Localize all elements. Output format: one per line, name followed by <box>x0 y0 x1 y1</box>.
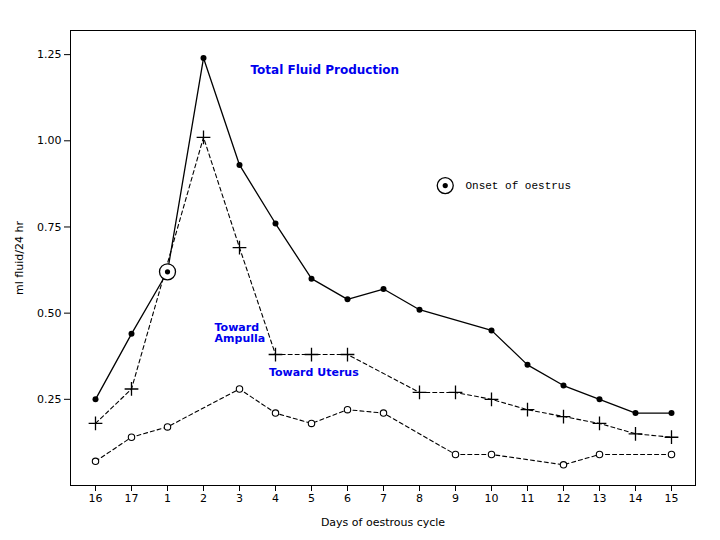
svg-text:15: 15 <box>665 492 679 505</box>
svg-text:11: 11 <box>521 492 535 505</box>
svg-text:17: 17 <box>125 492 139 505</box>
svg-text:Toward Uterus: Toward Uterus <box>269 366 359 379</box>
svg-text:Total Fluid Production: Total Fluid Production <box>251 62 400 76</box>
svg-text:8: 8 <box>416 492 423 505</box>
svg-text:10: 10 <box>485 492 499 505</box>
svg-text:2: 2 <box>200 492 207 505</box>
svg-text:7: 7 <box>380 492 387 505</box>
svg-text:Days of oestrous cycle: Days of oestrous cycle <box>321 516 445 529</box>
svg-text:1.25: 1.25 <box>37 48 62 61</box>
svg-text:1.00: 1.00 <box>37 134 62 147</box>
svg-text:6: 6 <box>344 492 351 505</box>
svg-text:14: 14 <box>629 492 643 505</box>
svg-text:5: 5 <box>308 492 315 505</box>
svg-text:1: 1 <box>164 492 171 505</box>
svg-text:3: 3 <box>236 492 243 505</box>
svg-text:13: 13 <box>593 492 607 505</box>
svg-text:TowardAmpulla: TowardAmpulla <box>215 321 266 345</box>
svg-text:16: 16 <box>89 492 103 505</box>
svg-text:0.50: 0.50 <box>37 307 62 320</box>
svg-text:0.75: 0.75 <box>37 220 62 233</box>
svg-text:ml fluid/24 hr: ml fluid/24 hr <box>13 221 26 295</box>
svg-text:0.25: 0.25 <box>37 393 62 406</box>
svg-text:9: 9 <box>452 492 459 505</box>
svg-text:4: 4 <box>272 492 279 505</box>
svg-text:Onset of oestrus: Onset of oestrus <box>465 180 571 192</box>
svg-text:12: 12 <box>557 492 571 505</box>
